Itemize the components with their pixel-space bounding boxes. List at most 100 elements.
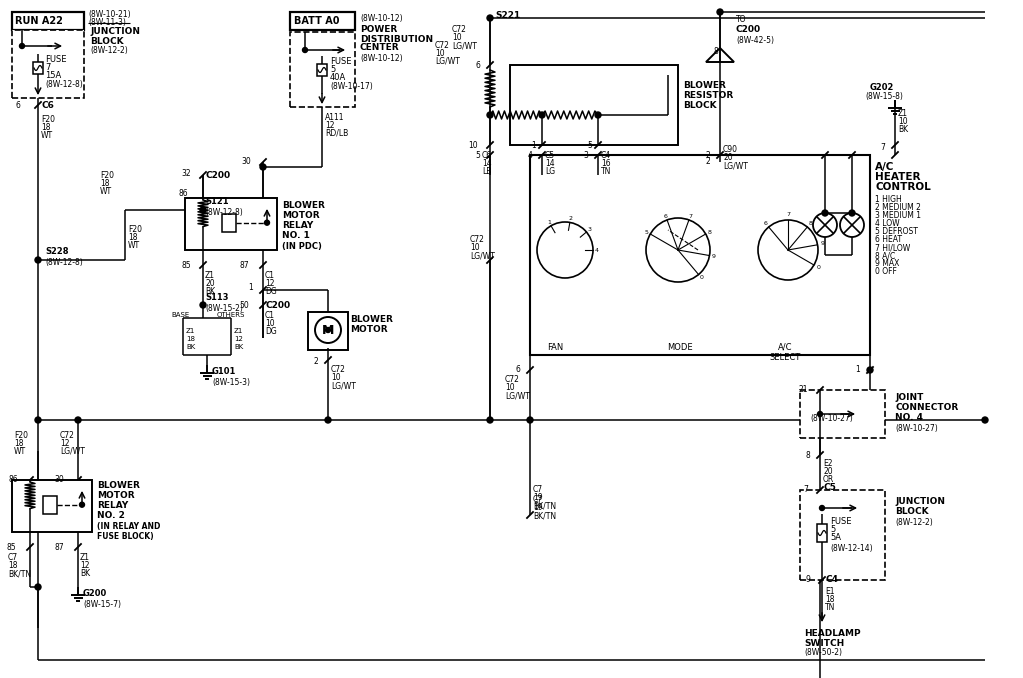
Text: A/C: A/C [777,342,792,351]
Text: (8W-12-8): (8W-12-8) [205,207,242,216]
Text: S221: S221 [495,10,521,20]
Text: C72: C72 [435,41,450,49]
Text: Z1: Z1 [898,108,908,117]
Text: WT: WT [128,241,140,250]
Text: 8 A/C: 8 A/C [875,252,895,260]
Text: G200: G200 [83,589,107,599]
Circle shape [822,210,828,216]
Text: 9 MAX: 9 MAX [875,260,899,268]
Text: 3: 3 [587,227,591,232]
Text: 5: 5 [587,140,592,150]
Text: C72: C72 [470,235,485,245]
Text: TN: TN [601,167,612,176]
Bar [290,32,355,107]
Text: 3: 3 [583,151,588,159]
Circle shape [325,327,330,332]
Text: 2: 2 [705,157,710,167]
Text: (8W-15-3): (8W-15-3) [212,378,250,386]
Text: LG/WT: LG/WT [723,161,748,170]
Bar [12,30,84,98]
Text: 12: 12 [60,439,70,447]
Bar [817,525,827,542]
Circle shape [819,506,825,511]
Text: 0: 0 [816,265,820,270]
Circle shape [260,164,266,170]
Text: 19: 19 [533,504,542,513]
Text: CONTROL: CONTROL [875,182,931,192]
Text: RUN A22: RUN A22 [15,16,62,26]
Text: FUSE BLOCK): FUSE BLOCK) [97,532,153,540]
Bar [43,496,57,514]
Text: 1: 1 [547,220,551,225]
Text: C4: C4 [825,576,838,584]
Text: 18: 18 [186,336,195,342]
Text: C1: C1 [265,271,275,279]
Circle shape [201,207,206,213]
Text: 2 MEDIUM 2: 2 MEDIUM 2 [875,203,921,212]
Text: OR: OR [822,475,834,483]
Bar [530,155,870,355]
Text: G101: G101 [212,367,236,376]
Text: NO. 2: NO. 2 [97,511,125,521]
Text: (8W-10-27): (8W-10-27) [810,414,853,422]
Text: BK/TN: BK/TN [533,502,557,511]
Text: FUSE: FUSE [45,56,66,64]
Text: (8W-15-2): (8W-15-2) [205,304,242,313]
Circle shape [487,112,493,118]
Text: 9: 9 [711,254,715,259]
Circle shape [80,502,85,507]
Text: 1 HIGH: 1 HIGH [875,195,901,205]
Text: 3 MEDIUM 1: 3 MEDIUM 1 [875,212,921,220]
Text: BK: BK [186,344,195,350]
Text: 18: 18 [41,123,50,132]
Circle shape [325,417,331,423]
Text: C200: C200 [265,300,291,309]
Text: BLOWER: BLOWER [97,481,140,490]
Text: 5: 5 [475,151,480,159]
Text: 2: 2 [313,357,318,367]
Text: BLOCK: BLOCK [683,100,717,110]
Text: (8W-42-5): (8W-42-5) [736,35,774,45]
Text: HEATER: HEATER [875,172,921,182]
Text: A111: A111 [325,113,345,121]
Text: 20: 20 [205,279,215,287]
Text: F20: F20 [14,431,28,439]
Circle shape [817,412,822,416]
Text: C5: C5 [545,151,555,159]
Text: MOTOR: MOTOR [97,492,135,500]
Text: (8W-15-8): (8W-15-8) [865,92,903,102]
Text: C200: C200 [736,26,761,35]
Text: BASE: BASE [172,312,190,318]
Text: 21: 21 [799,386,808,395]
Text: SELECT: SELECT [769,353,801,361]
Bar [510,65,678,145]
Circle shape [35,584,41,590]
Text: 10: 10 [452,33,461,43]
Circle shape [303,47,308,52]
Text: 6: 6 [516,365,520,374]
Text: (8W-12-14): (8W-12-14) [830,544,873,553]
Text: C7: C7 [533,496,543,504]
Text: S228: S228 [45,247,69,256]
Text: 0 OFF: 0 OFF [875,268,897,277]
Text: E1: E1 [825,588,835,597]
Text: 4: 4 [595,247,599,252]
Bar [33,62,43,75]
Text: 10: 10 [470,243,480,252]
Text: BK: BK [80,568,90,578]
Text: 12: 12 [80,561,89,570]
Text: 5: 5 [644,229,649,235]
Bar [290,12,355,30]
Text: 18: 18 [128,233,137,243]
Text: A/C: A/C [875,162,894,172]
Text: Z1: Z1 [205,271,215,279]
Text: 19: 19 [533,494,542,502]
Text: F20: F20 [100,170,114,180]
Text: BK: BK [205,287,215,296]
Bar [12,480,92,532]
Text: LB: LB [482,167,491,176]
Text: RD/LB: RD/LB [325,129,348,138]
Text: 8: 8 [805,450,810,460]
Text: WT: WT [14,447,27,456]
Text: (8W-10-27): (8W-10-27) [895,424,938,433]
